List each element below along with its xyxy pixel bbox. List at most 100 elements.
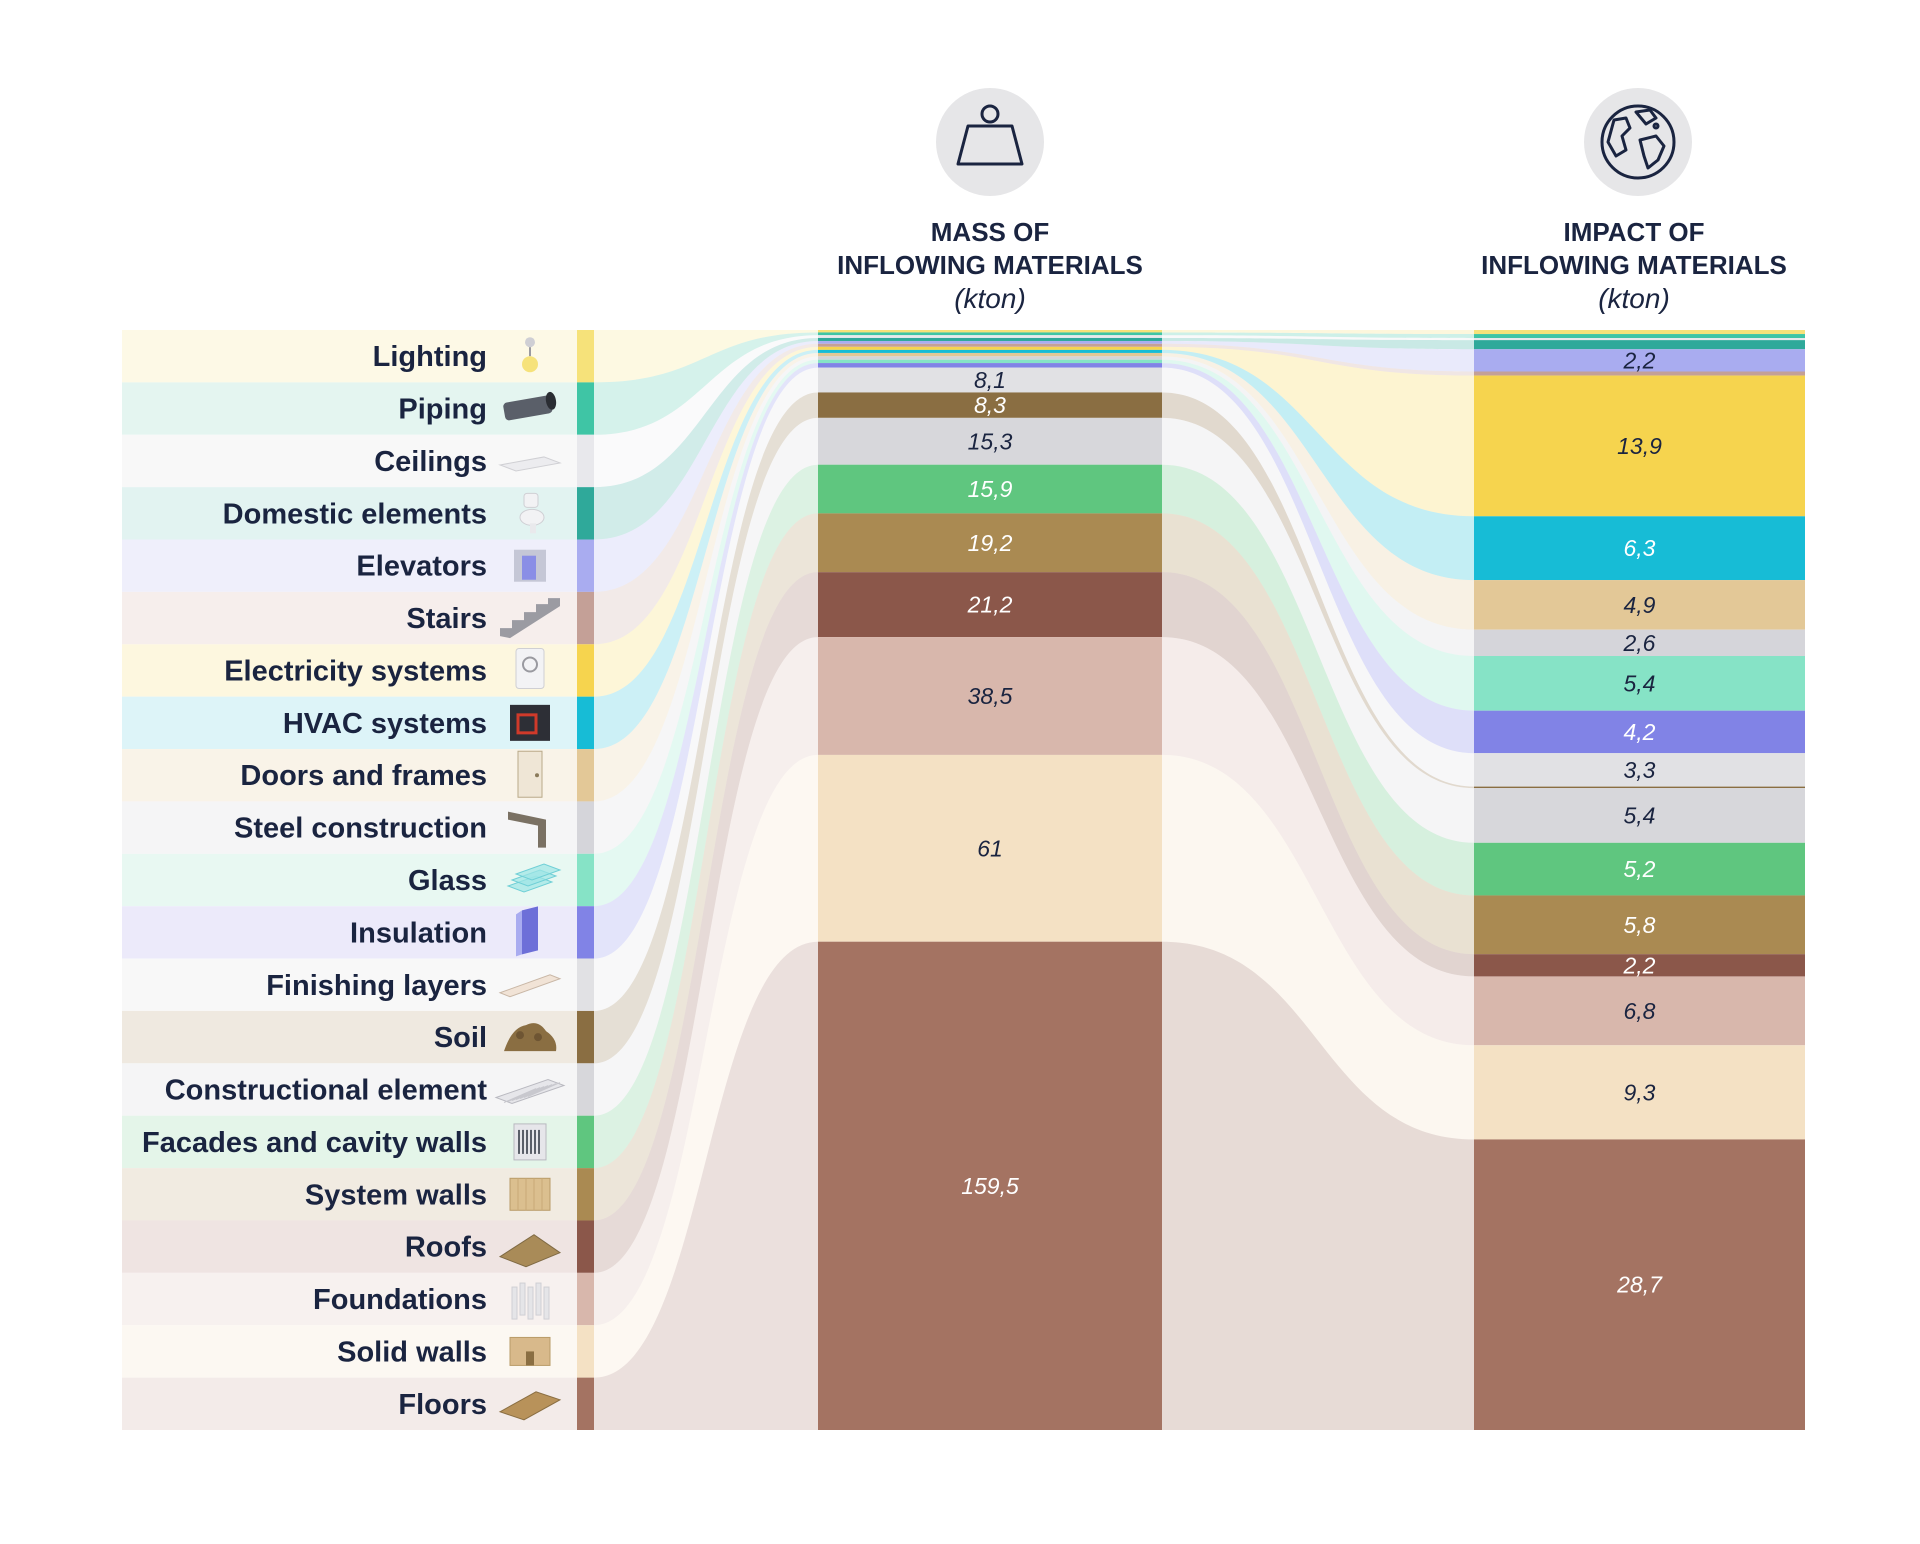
- flow-label-to-mass-insulation: [594, 363, 818, 959]
- soil-pile-icon: [504, 1023, 557, 1052]
- label-band-electricity-systems: [122, 644, 577, 697]
- color-strip-soil: [577, 1010, 594, 1064]
- color-strip-constructional-element: [577, 1063, 594, 1116]
- label-band-piping: [122, 382, 577, 435]
- category-label-piping: Piping: [398, 394, 487, 426]
- foundation-piles-icon: [511, 1282, 550, 1320]
- flow-label-to-mass-foundations: [594, 637, 818, 1326]
- ceiling-panel-icon: [498, 456, 562, 472]
- label-band-ceilings: [122, 434, 577, 488]
- category-label-foundations: Foundations: [313, 1284, 487, 1316]
- label-band-insulation: [122, 906, 577, 959]
- weight-icon: [956, 104, 1024, 166]
- label-band-finishing-layers: [122, 958, 577, 1011]
- impact-value-solid-walls: 9,3: [1624, 1079, 1656, 1105]
- color-strip-ceilings: [577, 434, 594, 488]
- category-label-roofs: Roofs: [405, 1232, 487, 1264]
- flow-label-to-mass-glass: [594, 359, 818, 907]
- category-label-hvac-systems: HVAC systems: [283, 708, 487, 740]
- impact-bar-glass: [1474, 656, 1805, 711]
- label-band-elevators: [122, 539, 577, 592]
- flow-label-to-mass-doors-and-frames: [594, 352, 818, 802]
- mass-header: MASS OF INFLOWING MATERIALS (kton): [837, 88, 1143, 314]
- color-strip-facades-and-cavity-walls: [577, 1115, 594, 1169]
- color-strip-electricity-systems: [577, 644, 594, 697]
- mass-value-facades-and-cavity-walls: 15,9: [968, 476, 1013, 502]
- globe-icon-background: [1584, 88, 1692, 196]
- impact-bar-finishing-layers: [1474, 753, 1805, 787]
- category-label-electricity-systems: Electricity systems: [224, 655, 487, 687]
- impact-bar-facades-and-cavity-walls: [1474, 842, 1805, 896]
- mass-value-system-walls: 19,2: [968, 530, 1013, 556]
- roof-icon: [498, 1234, 562, 1268]
- flow-label-to-mass-solid-walls: [594, 754, 818, 1378]
- category-label-solid-walls: Solid walls: [337, 1336, 487, 1368]
- impact-bar-insulation: [1474, 710, 1805, 754]
- mass-bar-steel-construction: [818, 356, 1162, 360]
- impact-value-floors: 28,7: [1616, 1272, 1663, 1298]
- flow-mass-to-impact-hvac-systems: [1162, 349, 1474, 581]
- elevator-icon: [514, 549, 546, 582]
- flow-label-to-mass-domestic-elements: [594, 337, 818, 540]
- impact-bar-doors-and-frames: [1474, 580, 1805, 630]
- mass-bar-stairs: [818, 343, 1162, 347]
- category-label-layer: Lighting Piping Ceilings Domestic elements E…: [142, 341, 487, 1421]
- mass-bar-lighting: [818, 330, 1162, 333]
- solid-wall-icon: [509, 1336, 551, 1366]
- impact-bar-elevators: [1474, 349, 1805, 372]
- color-strip-hvac-systems: [577, 696, 594, 750]
- mass-value-foundations: 38,5: [968, 683, 1013, 709]
- mass-header-line2: INFLOWING MATERIALS: [837, 250, 1143, 280]
- flow-mass-to-impact-foundations: [1162, 637, 1474, 1046]
- mass-bar-insulation: [818, 363, 1162, 368]
- steel-beam-icon: [508, 811, 546, 848]
- label-band-domestic-elements: [122, 487, 577, 540]
- impact-bar-roofs: [1474, 954, 1805, 977]
- flow-label-to-mass-constructional-element: [594, 417, 818, 1116]
- category-label-floors: Floors: [398, 1389, 487, 1421]
- color-strip-roofs: [577, 1220, 594, 1273]
- impact-value-system-walls: 5,8: [1624, 912, 1656, 938]
- flow-label-to-mass-elevators: [594, 341, 818, 592]
- flow-layer: [594, 330, 1474, 1430]
- flow-mass-to-impact-steel-construction: [1162, 356, 1474, 657]
- mass-bar-facades-and-cavity-walls: [818, 464, 1162, 514]
- stairs-icon: [500, 598, 560, 639]
- color-strip-stairs: [577, 591, 594, 645]
- impact-bar-soil: [1474, 786, 1805, 789]
- mass-value-finishing-layers: 8,1: [974, 367, 1006, 393]
- mass-bar-solid-walls: [818, 754, 1162, 942]
- category-label-steel-construction: Steel construction: [234, 813, 487, 845]
- flow-label-to-mass-lighting: [594, 330, 818, 383]
- impact-value-elevators: 2,2: [1623, 347, 1656, 373]
- category-label-finishing-layers: Finishing layers: [266, 970, 487, 1002]
- flow-mass-to-impact-soil: [1162, 392, 1474, 789]
- impact-bar-steel-construction: [1474, 629, 1805, 657]
- ceiling-lamp-icon: [522, 337, 538, 373]
- color-strip-glass: [577, 853, 594, 907]
- impact-bar-stairs: [1474, 371, 1805, 376]
- floor-slab-icon: [498, 1391, 562, 1421]
- flow-label-to-mass-stairs: [594, 343, 818, 645]
- label-band-floors: [122, 1377, 577, 1430]
- finishing-layer-icon: [498, 974, 562, 998]
- label-band-constructional-element: [122, 1063, 577, 1116]
- category-label-lighting: Lighting: [373, 341, 487, 373]
- impact-value-facades-and-cavity-walls: 5,2: [1624, 856, 1656, 882]
- flow-label-to-mass-piping: [594, 332, 818, 435]
- mass-value-soil: 8,3: [974, 392, 1006, 418]
- category-label-constructional-element: Constructional element: [165, 1075, 488, 1107]
- flow-mass-to-impact-lighting: [1162, 330, 1474, 335]
- impact-header-unit: (kton): [1598, 283, 1670, 314]
- mass-bar-foundations: [818, 637, 1162, 755]
- impact-bar-system-walls: [1474, 895, 1805, 955]
- flow-mass-to-impact-electricity-systems: [1162, 346, 1474, 517]
- flow-mass-to-impact-system-walls: [1162, 513, 1474, 955]
- category-label-facades-and-cavity-walls: Facades and cavity walls: [142, 1127, 487, 1159]
- color-strip-insulation: [577, 906, 594, 959]
- label-band-hvac-systems: [122, 696, 577, 750]
- color-strip-solid-walls: [577, 1325, 594, 1378]
- weight-icon-background: [936, 88, 1044, 196]
- mass-value-roofs: 21,2: [967, 592, 1013, 618]
- glass-panes-icon: [506, 863, 562, 893]
